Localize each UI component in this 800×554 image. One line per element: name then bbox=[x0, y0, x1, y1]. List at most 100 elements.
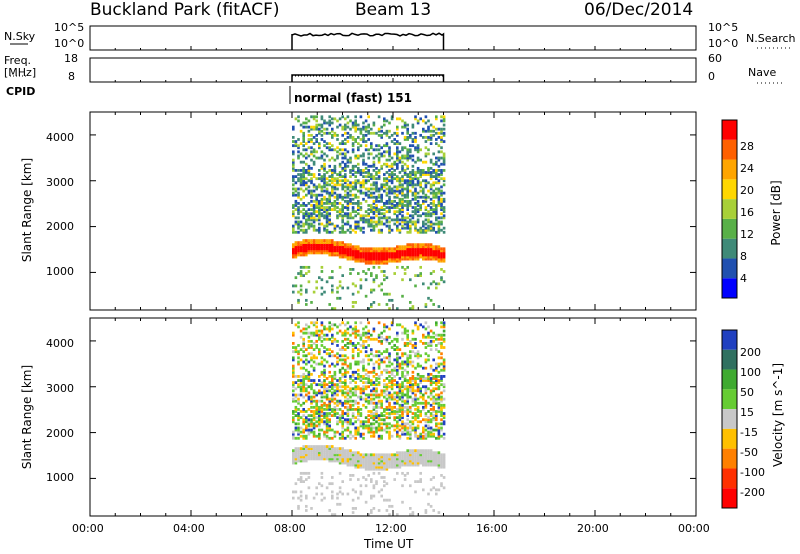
velocity-cell bbox=[325, 447, 329, 450]
power-cell bbox=[380, 255, 383, 259]
power-cell bbox=[390, 255, 394, 259]
power-cell bbox=[442, 131, 446, 135]
power-cell bbox=[318, 216, 321, 220]
power-cell bbox=[442, 183, 446, 187]
power-cell bbox=[325, 199, 329, 203]
velocity-cell bbox=[424, 399, 428, 403]
power-cell bbox=[401, 193, 404, 197]
velocity-cell bbox=[364, 424, 368, 428]
velocity-cell bbox=[294, 453, 298, 457]
velocity-cell bbox=[346, 401, 350, 405]
power-cell bbox=[364, 125, 368, 129]
power-cell bbox=[349, 189, 352, 193]
power-cell bbox=[359, 284, 363, 288]
power-cell bbox=[325, 131, 329, 135]
velocity-cell bbox=[377, 453, 381, 457]
velocity-cell bbox=[333, 430, 337, 434]
velocity-cell bbox=[302, 436, 305, 440]
power-cell bbox=[338, 212, 342, 216]
velocity-cell bbox=[367, 379, 370, 382]
power-cell bbox=[310, 191, 313, 195]
power-cell bbox=[325, 220, 329, 224]
velocity-cell bbox=[427, 434, 430, 438]
velocity-cell bbox=[442, 389, 446, 393]
velocity-cell bbox=[388, 465, 391, 469]
velocity-cell bbox=[331, 494, 334, 498]
velocity-cell bbox=[398, 362, 402, 366]
velocity-cell bbox=[351, 329, 355, 333]
power-cell bbox=[341, 183, 344, 187]
power-cell bbox=[344, 199, 347, 203]
power-cell bbox=[318, 199, 321, 203]
power-cell bbox=[377, 253, 381, 257]
velocity-cell bbox=[388, 342, 391, 345]
velocity-cell bbox=[396, 451, 399, 455]
velocity-cell bbox=[305, 410, 308, 413]
velocity-cell bbox=[442, 457, 446, 461]
power-cell bbox=[336, 241, 339, 244]
power-cell bbox=[377, 216, 381, 220]
power-cell bbox=[385, 144, 389, 148]
power-cell bbox=[424, 181, 428, 185]
power-cell bbox=[414, 195, 417, 199]
power-cell bbox=[364, 129, 368, 133]
velocity-cell bbox=[440, 333, 443, 337]
power-cell bbox=[416, 210, 420, 214]
velocity-cell bbox=[310, 457, 313, 461]
velocity-cell bbox=[388, 504, 391, 508]
velocity-cell bbox=[320, 451, 324, 455]
velocity-cell bbox=[377, 399, 381, 403]
power-cell bbox=[409, 247, 412, 251]
power-cell bbox=[341, 140, 344, 143]
power-cell bbox=[401, 245, 404, 249]
velocity-cell bbox=[437, 385, 441, 389]
power-cell bbox=[414, 206, 417, 209]
velocity-cell bbox=[307, 335, 311, 339]
velocity-cell bbox=[390, 377, 394, 380]
velocity-cell bbox=[409, 434, 412, 438]
power-cell bbox=[320, 286, 324, 290]
power-cell bbox=[419, 173, 422, 176]
velocity-cell bbox=[370, 478, 373, 481]
velocity-cell bbox=[294, 459, 298, 463]
velocity-cell bbox=[320, 492, 324, 496]
velocity-cell bbox=[294, 375, 298, 378]
power-cell bbox=[437, 230, 441, 234]
noise-right-bottom: 10^0 bbox=[708, 37, 739, 50]
velocity-cell bbox=[302, 408, 305, 411]
velocity-cell bbox=[375, 337, 378, 341]
power-cell bbox=[437, 216, 441, 220]
velocity-cell bbox=[357, 333, 360, 337]
velocity-cell bbox=[393, 459, 396, 463]
power-cell bbox=[424, 208, 428, 211]
power-cell bbox=[333, 171, 337, 174]
velocity-cell bbox=[307, 370, 311, 374]
power-cell bbox=[294, 175, 298, 178]
power-cell bbox=[346, 150, 350, 154]
power-cell bbox=[396, 226, 399, 230]
power-cell bbox=[292, 212, 295, 216]
velocity-cell bbox=[354, 490, 357, 494]
power-cell bbox=[424, 305, 428, 308]
power-cell bbox=[380, 216, 383, 220]
power-cell bbox=[429, 123, 433, 127]
power-cell bbox=[344, 251, 347, 255]
power-cell bbox=[362, 216, 365, 220]
power-cell bbox=[344, 127, 347, 131]
power-cell bbox=[406, 202, 409, 205]
velocity-cell bbox=[302, 457, 305, 461]
power-cell bbox=[323, 169, 326, 172]
velocity-cell bbox=[346, 370, 350, 374]
power-cell bbox=[338, 123, 342, 127]
velocity-cell bbox=[341, 420, 344, 424]
velocity-cell bbox=[375, 354, 378, 358]
velocity-cell bbox=[338, 401, 342, 405]
power-cell bbox=[346, 115, 350, 119]
power-cell bbox=[346, 204, 350, 207]
power-cell bbox=[367, 189, 370, 193]
power-cell bbox=[411, 179, 415, 183]
power-cell bbox=[437, 259, 441, 263]
power-cell bbox=[429, 298, 433, 302]
power-cell bbox=[359, 202, 363, 205]
velocity-cell bbox=[429, 408, 433, 411]
